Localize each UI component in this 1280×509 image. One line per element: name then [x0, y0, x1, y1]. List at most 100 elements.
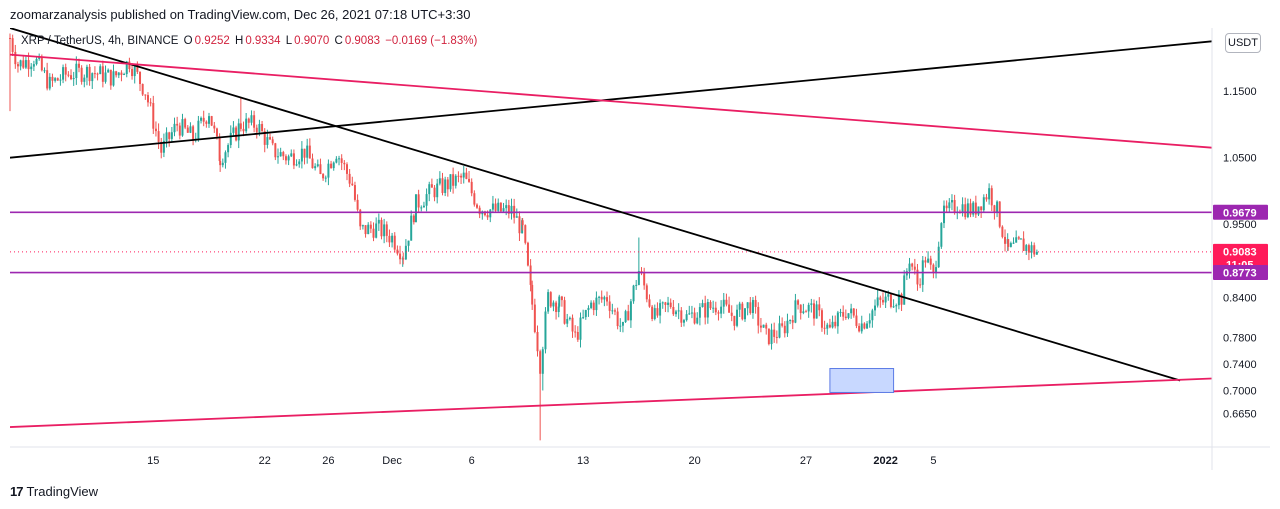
candle-body: [558, 296, 561, 307]
candle-body: [993, 205, 996, 213]
candle-body: [303, 148, 306, 158]
candle-body: [521, 220, 524, 234]
candle-body: [473, 193, 476, 205]
candle-body: [314, 166, 317, 169]
candle-body: [805, 311, 808, 313]
candle-body: [919, 284, 922, 286]
candle-body: [72, 78, 75, 80]
candle-body: [417, 194, 420, 208]
candle-body: [943, 205, 946, 224]
candle-body: [677, 310, 680, 312]
candle-body: [197, 120, 200, 139]
candle-body: [606, 297, 609, 302]
candle-body: [30, 66, 33, 70]
candle-body: [348, 173, 351, 184]
candle-body: [961, 204, 964, 214]
candle-body: [541, 349, 544, 374]
candle-body: [235, 127, 238, 141]
candle-body: [428, 184, 431, 195]
candle-body: [298, 161, 301, 165]
candle-body: [258, 124, 261, 132]
candle-body: [879, 297, 882, 300]
trend-line-upper-pink-resistance: [10, 53, 1212, 149]
candle-body: [974, 202, 977, 215]
candle-body: [213, 125, 216, 129]
candle-body: [444, 179, 447, 193]
candle-body: [533, 304, 536, 333]
candle-body: [361, 225, 364, 227]
candle-body: [91, 73, 94, 82]
candle-body: [478, 207, 481, 215]
candle-body: [688, 313, 691, 315]
candle-body: [749, 302, 752, 314]
candle-body: [1015, 237, 1018, 243]
candle-body: [736, 309, 739, 326]
candle-body: [131, 69, 134, 77]
candle-body: [770, 329, 773, 345]
candle-body: [449, 174, 452, 190]
candle-body: [685, 314, 688, 321]
candle-body: [704, 303, 707, 318]
candle-body: [762, 324, 765, 328]
candle-body: [839, 312, 842, 314]
candle-body: [125, 61, 128, 75]
open-value: 0.9252: [194, 35, 230, 47]
candle-body: [698, 307, 701, 318]
candle-body: [651, 306, 654, 319]
candle-body: [176, 123, 179, 126]
candle-body: [701, 303, 704, 308]
candle-body: [712, 307, 715, 309]
candle-body: [714, 307, 717, 313]
candle-body: [300, 148, 303, 162]
candle-body: [112, 71, 115, 86]
candle-body: [911, 263, 914, 267]
candle-body: [621, 321, 624, 326]
candle-body: [457, 175, 460, 177]
candle-body: [353, 185, 356, 200]
candle-body: [250, 115, 253, 123]
candle-body: [27, 60, 30, 70]
candle-body: [181, 119, 184, 136]
symbol-name[interactable]: XRP / TetherUS, 4h, BINANCE: [21, 35, 179, 47]
currency-button[interactable]: USDT: [1225, 33, 1261, 53]
candle-body: [168, 132, 171, 139]
candle-body: [576, 332, 579, 340]
candle-body: [117, 72, 120, 76]
candle-body: [507, 205, 510, 214]
candle-body: [9, 37, 11, 39]
candle-body: [436, 183, 439, 198]
candle-body: [1017, 237, 1020, 239]
candle-body: [643, 273, 646, 286]
candle-body: [433, 187, 436, 198]
candle-body: [32, 64, 35, 67]
trend-line-upper-rising-black: [10, 40, 1212, 159]
candle-body: [292, 153, 295, 166]
candle-body: [351, 183, 354, 186]
candle-body: [70, 75, 73, 80]
candle-body: [101, 66, 104, 82]
candle-body: [276, 156, 279, 158]
candle-body: [144, 94, 147, 96]
candle-body: [613, 310, 616, 312]
candle-body: [964, 204, 967, 218]
candle-body: [985, 197, 988, 200]
time-tick-label: 6: [469, 455, 475, 467]
candle-body: [847, 313, 850, 318]
candle-body: [608, 301, 611, 311]
candle-body: [505, 205, 508, 209]
candle-body: [927, 258, 930, 263]
candle-body: [11, 38, 14, 52]
candle-body: [80, 67, 83, 82]
candle-body: [868, 320, 871, 324]
candle-body: [820, 310, 823, 328]
candle-body: [828, 324, 831, 328]
candle-body: [99, 66, 102, 75]
close-label: C: [334, 35, 343, 47]
candle-body: [152, 103, 155, 129]
candle-body: [775, 336, 778, 338]
price-tick-label: 1.0500: [1223, 153, 1257, 165]
candle-body: [364, 225, 367, 235]
candle-body: [67, 74, 70, 76]
footer-branding[interactable]: 17 TradingView: [10, 484, 98, 499]
